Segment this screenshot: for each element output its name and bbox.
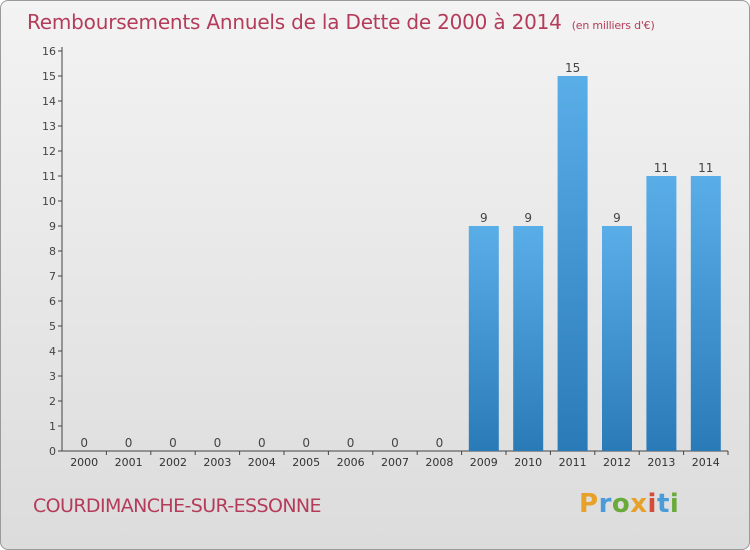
- y-tick-label: 13: [42, 120, 56, 133]
- y-tick-label: 7: [49, 270, 56, 283]
- logo-letter: r: [598, 489, 612, 519]
- data-label-2005: 0: [302, 436, 310, 450]
- data-label-2012: 9: [613, 211, 621, 225]
- y-tick-label: 1: [49, 420, 56, 433]
- x-tick-label: 2002: [159, 456, 187, 469]
- y-tick-label: 14: [42, 95, 56, 108]
- logo-letter: x: [630, 489, 648, 519]
- data-label-2002: 0: [169, 436, 177, 450]
- x-tick-label: 2012: [603, 456, 631, 469]
- x-tick-label: 2008: [425, 456, 453, 469]
- data-label-2008: 0: [436, 436, 444, 450]
- commune-name: COURDIMANCHE-SUR-ESSONNE: [33, 495, 322, 517]
- proxiti-logo: Proxiti: [579, 489, 679, 519]
- logo-letter: i: [647, 489, 657, 519]
- y-tick-label: 4: [49, 345, 56, 358]
- y-tick-label: 5: [49, 320, 56, 333]
- bar-2010: [513, 226, 544, 451]
- y-tick-label: 15: [42, 70, 56, 83]
- x-tick-label: 2010: [514, 456, 542, 469]
- x-tick-label: 2011: [559, 456, 587, 469]
- chart-subtitle: (en milliers d'€): [571, 19, 655, 32]
- x-tick-label: 2001: [115, 456, 143, 469]
- bars: [468, 76, 721, 451]
- x-tick-label: 2013: [647, 456, 675, 469]
- bar-2009: [468, 226, 499, 451]
- data-label-2000: 0: [80, 436, 88, 450]
- data-label-2006: 0: [347, 436, 355, 450]
- data-label-2001: 0: [125, 436, 133, 450]
- x-tick-label: 2006: [337, 456, 365, 469]
- x-tick-label: 2007: [381, 456, 409, 469]
- chart-title-text: Remboursements Annuels de la Dette de 20…: [27, 10, 562, 34]
- y-tick-label: 8: [49, 245, 56, 258]
- y-tick-label: 0: [49, 445, 56, 458]
- data-label-2009: 9: [480, 211, 488, 225]
- logo-letter: t: [656, 489, 670, 519]
- data-label-2007: 0: [391, 436, 399, 450]
- bar-2013: [646, 176, 677, 451]
- x-axis: 2000 2001 2002 2003 2004 2005 2006 2007 2008 2009…: [62, 450, 729, 469]
- x-tick-label: 2014: [692, 456, 720, 469]
- y-tick-label: 3: [49, 370, 56, 383]
- y-tick-label: 10: [42, 195, 56, 208]
- bar-2012: [602, 226, 632, 451]
- x-tick-label: 2004: [248, 456, 276, 469]
- x-tick-label: 2005: [292, 456, 320, 469]
- x-tick-label: 2009: [470, 456, 498, 469]
- data-label-2003: 0: [214, 436, 222, 450]
- y-tick-label: 2: [49, 395, 56, 408]
- x-tick-label: 2000: [70, 456, 98, 469]
- y-tick-label: 12: [42, 145, 56, 158]
- data-label-2011: 15: [565, 61, 580, 75]
- data-labels: 0 0 0 0 0 0 0 0 0 9 9 15 9 11 11: [80, 61, 713, 450]
- data-label-2004: 0: [258, 436, 266, 450]
- data-label-2010: 9: [524, 211, 532, 225]
- logo-letter: i: [669, 489, 680, 519]
- y-tick-label: 6: [49, 295, 56, 308]
- bar-2011: [557, 76, 588, 451]
- y-tick-label: 16: [42, 45, 56, 58]
- y-tick-label: 11: [42, 170, 56, 183]
- logo-letter: P: [579, 489, 599, 519]
- x-tick-label: 2003: [203, 456, 231, 469]
- bar-2014: [690, 176, 721, 451]
- data-label-2013: 11: [654, 161, 669, 175]
- chart-title: Remboursements Annuels de la Dette de 20…: [27, 10, 655, 34]
- y-tick-label: 9: [49, 220, 56, 233]
- logo-letter: o: [611, 489, 631, 519]
- data-label-2014: 11: [698, 161, 713, 175]
